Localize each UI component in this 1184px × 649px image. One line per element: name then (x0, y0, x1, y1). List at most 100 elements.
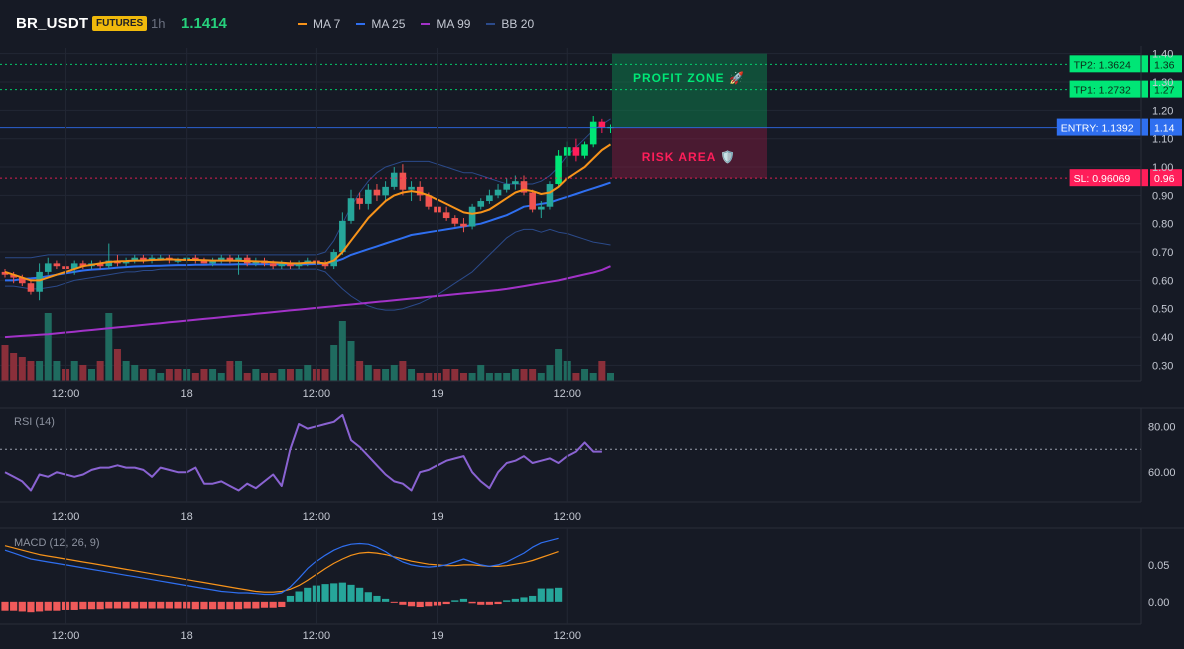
volume-bar (295, 369, 303, 381)
volume-bar (157, 373, 165, 381)
legend-ma25[interactable]: MA 25 (356, 17, 405, 31)
time-tick-label: 18 (181, 630, 193, 642)
volume-bar (408, 369, 416, 381)
macd-histogram-bar (529, 595, 537, 602)
macd-histogram-bar (278, 601, 286, 608)
macd-histogram-bar (44, 601, 52, 611)
candle-body (503, 184, 510, 190)
candle-body (390, 172, 398, 187)
price-tick-label: 1.40 (1152, 49, 1173, 61)
candle-body (19, 277, 26, 284)
volume-bar (79, 365, 87, 381)
macd-histogram-bar (459, 598, 468, 602)
candle-body (157, 257, 164, 259)
legend-ma99[interactable]: MA 99 (421, 17, 470, 31)
time-tick-label: 19 (431, 630, 443, 642)
macd-histogram-bar (10, 601, 18, 611)
price-tick-label: 1.20 (1152, 105, 1173, 117)
macd-histogram-bar (382, 598, 390, 602)
volume-bar (278, 369, 286, 381)
price-tick-label: 0.50 (1152, 304, 1173, 316)
price-tick-label: 0.80 (1152, 219, 1173, 231)
volume-bar (226, 361, 234, 381)
candle-body (382, 186, 389, 196)
volume-bar (10, 353, 18, 381)
macd-histogram-bar (27, 601, 35, 613)
candle-body (269, 263, 277, 267)
volume-bar (399, 361, 407, 381)
entry-axis-box (1150, 118, 1182, 136)
candle-body (295, 263, 303, 267)
volume-bar (511, 369, 519, 381)
volume-bar (537, 373, 545, 381)
futures-badge: FUTURES (92, 16, 148, 31)
rsi-tick-label: 60.00 (1148, 467, 1176, 479)
symbol-name[interactable]: BR_USDT (16, 15, 89, 32)
macd-histogram-bar (321, 584, 329, 602)
indicator-legend: MA 7 MA 25 MA 99 BB 20 (298, 17, 534, 31)
candle-body (321, 263, 329, 267)
time-tick-label: 18 (181, 511, 193, 523)
tp1-axis-label: 1.27 (1154, 85, 1175, 97)
time-tick-label: 12:00 (553, 511, 581, 523)
volume-bar (209, 369, 217, 381)
legend-bb20-swatch (486, 23, 496, 25)
macd-histogram-bar (260, 601, 269, 608)
candle-body (494, 189, 502, 196)
macd-histogram-bar (503, 600, 511, 602)
rsi-pane[interactable]: RSI (14) (0, 413, 1141, 492)
ma99-line (4, 265, 611, 339)
macd-histogram-bar (226, 601, 234, 610)
entry-label-box (1056, 118, 1148, 136)
macd-histogram-bar (105, 601, 113, 609)
candle-body (53, 263, 61, 267)
macd-histogram-bar (131, 601, 139, 609)
macd-pane[interactable]: MACD (12, 26, 9) (1, 537, 563, 613)
macd-histogram-bar (200, 601, 208, 610)
macd-histogram-bar (295, 591, 303, 602)
macd-histogram-bar (286, 595, 295, 602)
legend-bb20[interactable]: BB 20 (486, 17, 534, 31)
volume-bar (36, 361, 44, 381)
legend-ma7[interactable]: MA 7 (298, 17, 340, 31)
legend-bb20-label: BB 20 (501, 17, 535, 31)
time-tick-label: 12:00 (52, 630, 80, 642)
volume-bar (96, 361, 104, 381)
volume-bar (53, 361, 61, 381)
volume-bar (546, 365, 554, 381)
volume-bar (598, 361, 606, 381)
tp2-axis-box (1150, 55, 1182, 73)
price-tick-label: 1.10 (1152, 134, 1173, 146)
time-tick-label: 19 (431, 511, 443, 523)
candle-body (399, 172, 407, 190)
candle-body (598, 121, 606, 128)
macd-histogram-bar (234, 601, 243, 610)
candle-body (79, 263, 87, 267)
timeframe-selector[interactable]: 1h (151, 16, 166, 31)
macd-histogram-bar (139, 601, 147, 609)
time-tick-label: 12:00 (52, 511, 80, 523)
candle-body (468, 206, 476, 227)
sl-axis-box (1150, 169, 1182, 187)
price-pane[interactable] (0, 53, 1141, 381)
candle-body (425, 195, 433, 207)
time-tick-label: 12:00 (303, 630, 331, 642)
volume-bar (347, 341, 355, 381)
bb-upper-line (5, 118, 611, 259)
candle-body (131, 257, 139, 261)
risk-area-box (612, 127, 767, 179)
macd-title: MACD (12, 26, 9) (14, 537, 100, 549)
macd-histogram-bar (174, 601, 182, 609)
candle-body (235, 257, 242, 261)
volume-bar (174, 369, 182, 381)
candle-body (44, 263, 52, 272)
ma7-line (4, 143, 612, 282)
entry-label: ENTRY: 1.1392 (1061, 123, 1134, 135)
volume-bar (131, 365, 139, 381)
time-tick-label: 12:00 (553, 630, 581, 642)
macd-histogram-bar (122, 601, 130, 609)
macd-histogram-bar (373, 595, 381, 602)
macd-histogram-bar (477, 601, 485, 605)
price-tick-label: 0.40 (1152, 332, 1173, 344)
